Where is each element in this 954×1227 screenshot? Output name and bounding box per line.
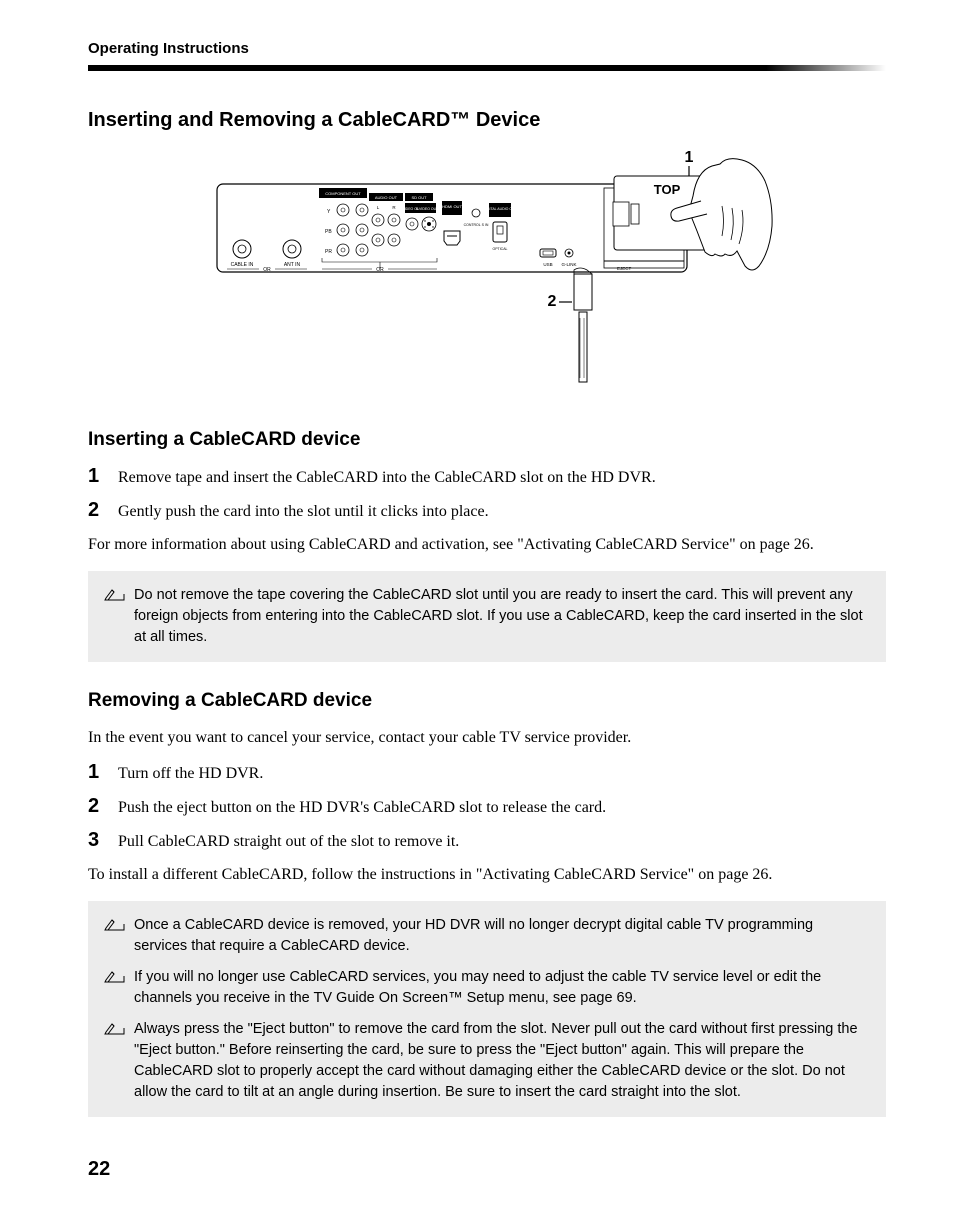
card-top-label: TOP xyxy=(654,182,681,197)
label-sd-out: SD OUT xyxy=(411,195,427,200)
note-text: Do not remove the tape covering the Cabl… xyxy=(134,585,868,648)
note-item: Do not remove the tape covering the Cabl… xyxy=(104,585,868,648)
note-text: Once a CableCARD device is removed, your… xyxy=(134,915,868,957)
step-text: Remove tape and insert the CableCARD int… xyxy=(118,466,656,489)
remove-note-box: Once a CableCARD device is removed, your… xyxy=(88,901,886,1117)
svg-text:Y: Y xyxy=(327,209,331,215)
svg-text:PB: PB xyxy=(325,229,332,235)
label-audio-out: AUDIO OUT xyxy=(375,195,398,200)
label-or: OR xyxy=(263,267,271,273)
insert-step: 1 Remove tape and insert the CableCARD i… xyxy=(88,465,886,489)
note-item: If you will no longer use CableCARD serv… xyxy=(104,967,868,1009)
note-text: If you will no longer use CableCARD serv… xyxy=(134,967,868,1009)
svg-text:R: R xyxy=(392,205,396,210)
step-number: 1 xyxy=(88,761,118,784)
svg-text:USB: USB xyxy=(543,262,552,267)
callout-2: 2 xyxy=(548,293,557,310)
label-svideo-out: S VIDEO OUT xyxy=(416,207,439,211)
svg-text:G-LINK: G-LINK xyxy=(561,262,576,267)
pencil-note-icon xyxy=(104,1019,134,1103)
svg-text:L: L xyxy=(377,205,380,210)
svg-text:OR: OR xyxy=(376,267,384,273)
insert-note-box: Do not remove the tape covering the Cabl… xyxy=(88,571,886,662)
insert-after-para: For more information about using CableCA… xyxy=(88,533,886,556)
pencil-note-icon xyxy=(104,915,134,957)
label-ant-in: ANT IN xyxy=(284,262,301,268)
remove-step: 3 Pull CableCARD straight out of the slo… xyxy=(88,829,886,853)
note-item: Always press the "Eject button" to remov… xyxy=(104,1019,868,1103)
page-header: Operating Instructions xyxy=(88,40,886,71)
svg-text:OPTICAL: OPTICAL xyxy=(493,247,508,251)
label-component-out: COMPONENT OUT xyxy=(325,191,361,196)
step-number: 2 xyxy=(88,795,118,818)
step-text: Turn off the HD DVR. xyxy=(118,762,263,785)
removing-heading: Removing a CableCARD device xyxy=(88,690,886,712)
note-item: Once a CableCARD device is removed, your… xyxy=(104,915,868,957)
remove-after-para: To install a different CableCARD, follow… xyxy=(88,863,886,886)
header-rule xyxy=(88,65,886,71)
section-label: Operating Instructions xyxy=(88,40,886,57)
label-cable-in: CABLE IN xyxy=(231,262,254,268)
inserting-heading: Inserting a CableCARD device xyxy=(88,429,886,451)
svg-text:DIGITAL AUDIO OUT: DIGITAL AUDIO OUT xyxy=(483,207,517,211)
remove-step: 2 Push the eject button on the HD DVR's … xyxy=(88,795,886,819)
remove-intro: In the event you want to cancel your ser… xyxy=(88,726,886,749)
step-number: 3 xyxy=(88,829,118,852)
step-text: Gently push the card into the slot until… xyxy=(118,500,489,523)
page-number: 22 xyxy=(88,1158,110,1181)
pencil-note-icon xyxy=(104,585,134,648)
main-heading: Inserting and Removing a CableCARD™ Devi… xyxy=(88,109,886,132)
svg-text:HDMI OUT: HDMI OUT xyxy=(442,204,462,209)
pencil-note-icon xyxy=(104,967,134,1009)
step-number: 1 xyxy=(88,465,118,488)
remove-step: 1 Turn off the HD DVR. xyxy=(88,761,886,785)
svg-text:CONTROL S IN: CONTROL S IN xyxy=(464,223,489,227)
svg-text:EJECT: EJECT xyxy=(617,266,632,271)
step-text: Push the eject button on the HD DVR's Ca… xyxy=(118,796,606,819)
callout-1: 1 xyxy=(685,149,694,166)
note-text: Always press the "Eject button" to remov… xyxy=(134,1019,868,1103)
svg-text:PR: PR xyxy=(325,249,332,255)
step-number: 2 xyxy=(88,499,118,522)
insert-step: 2 Gently push the card into the slot unt… xyxy=(88,499,886,523)
step-text: Pull CableCARD straight out of the slot … xyxy=(118,830,459,853)
device-diagram: CABLE IN ANT IN OR COMPONENT OUT AUDIO O… xyxy=(88,146,886,401)
